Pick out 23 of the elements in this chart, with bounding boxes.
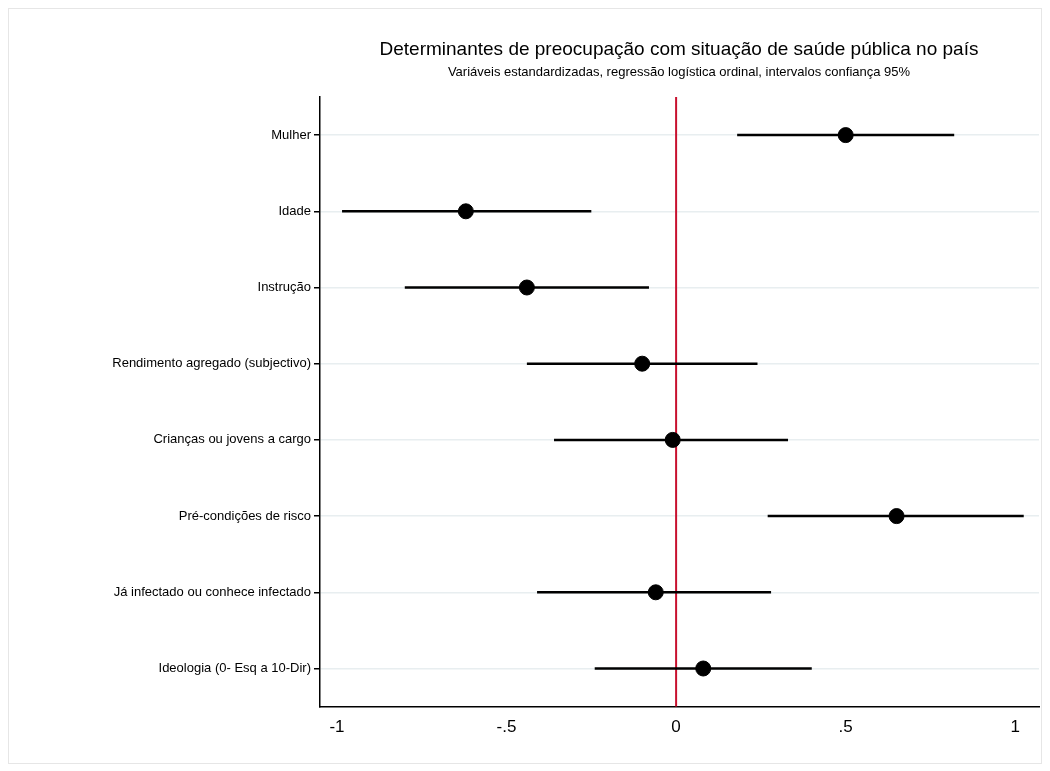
point (888, 508, 905, 525)
point (518, 279, 535, 296)
x-tick-label: 0 (671, 717, 681, 737)
x-tick-label: -1 (329, 717, 345, 737)
point (664, 431, 681, 448)
point (695, 660, 712, 677)
point (647, 584, 664, 601)
chart-subtitle: Variáveis estandardizadas, regressão logística ordinal, intervalos confiança 95% (446, 64, 912, 79)
y-tick-label: Mulher (271, 126, 312, 142)
point (837, 127, 854, 144)
y-tick-label: Pré-condições de risco (178, 507, 311, 523)
y-tick-label: Instrução (257, 279, 311, 295)
y-tick-label: Ideologia (0- Esq a 10-Dir) (158, 660, 311, 676)
y-tick-label: Crianças ou jovens a cargo (153, 431, 311, 447)
x-tick-label: .5 (838, 717, 853, 737)
x-tick-label: 1 (1010, 717, 1020, 737)
y-tick-label: Idade (278, 202, 311, 218)
point (634, 355, 651, 372)
x-tick-label: -.5 (496, 717, 517, 737)
y-tick-label: Rendimento agregado (subjectivo) (112, 355, 311, 371)
y-tick-label: Já infectado ou conhece infectado (113, 583, 311, 599)
chart-title: Determinantes de preocupação com situação de saúde pública no país (378, 38, 980, 60)
point (457, 203, 474, 220)
